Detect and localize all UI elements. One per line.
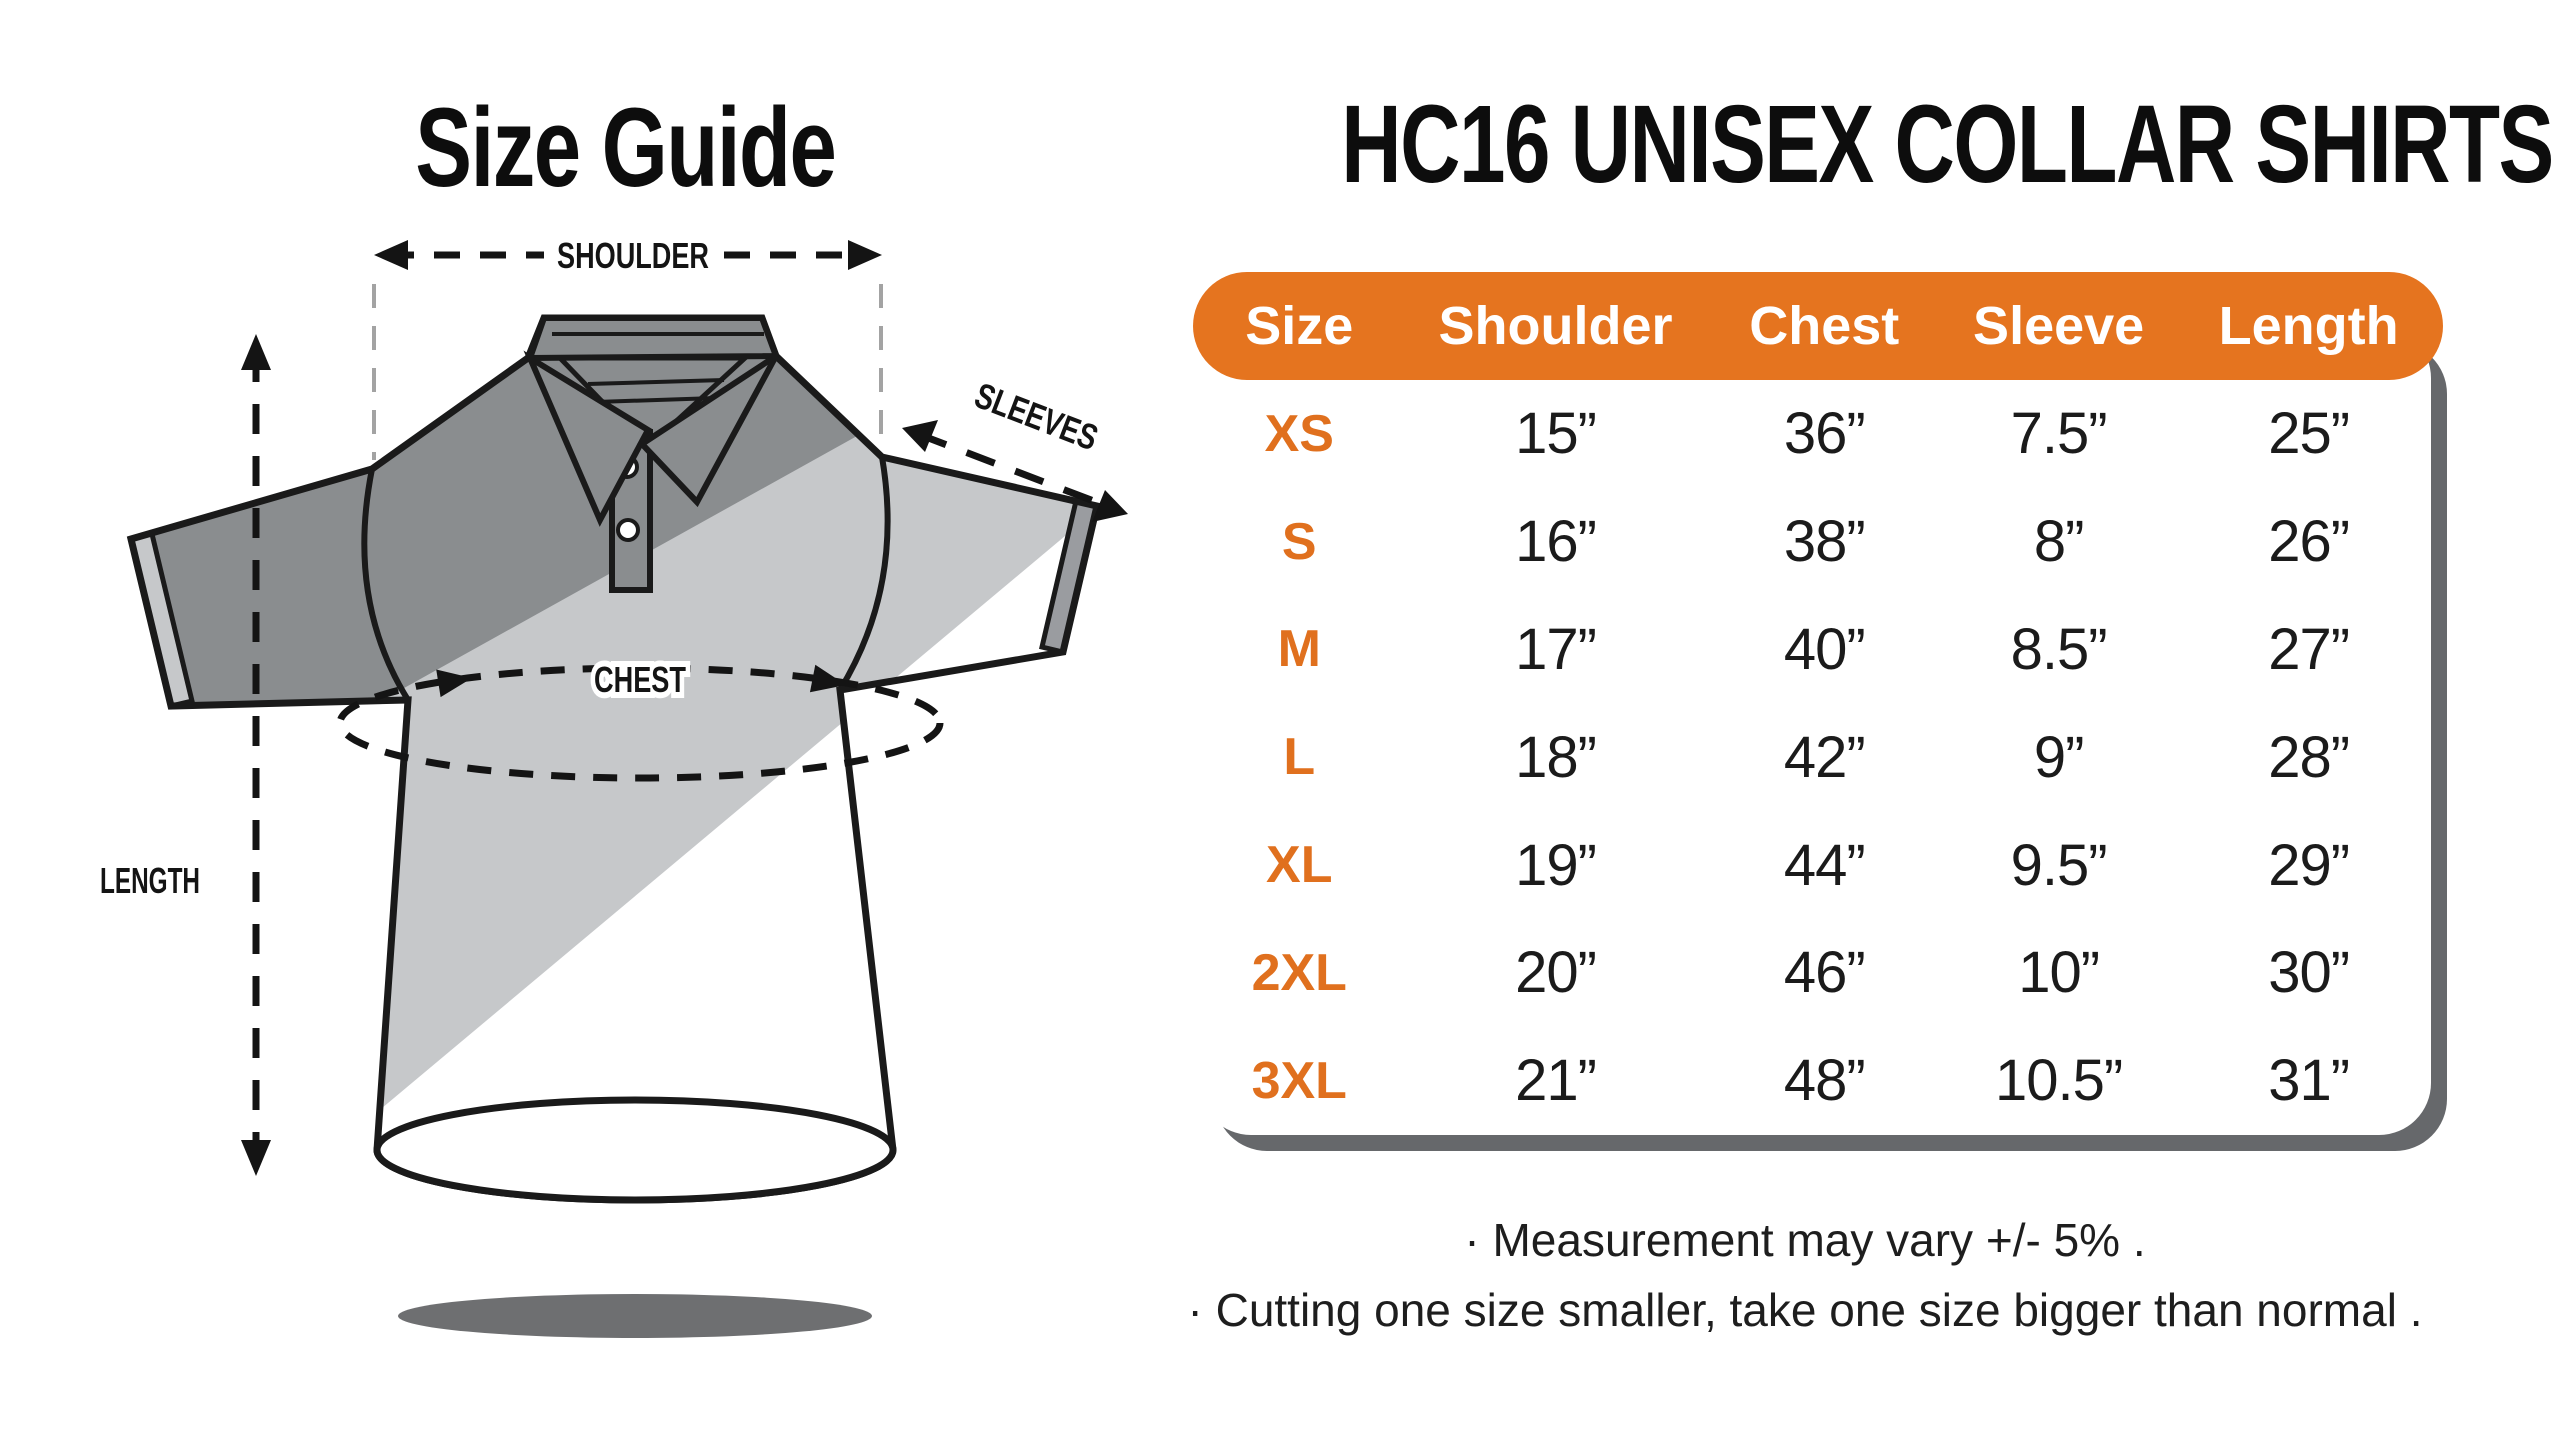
size-guide-title-text: Size Guide (415, 85, 836, 210)
chest-ellipse: CHEST (336, 653, 944, 782)
table-row: 2XL 20” 46” 10” 30” (1193, 919, 2443, 1027)
ground-shadow (398, 1294, 872, 1338)
chest-value: 36” (1783, 401, 1866, 467)
button (616, 518, 640, 542)
shoulder-value: 18” (1515, 724, 1597, 790)
sleeve-value: 9.5” (2010, 832, 2108, 898)
arrowhead-up-icon (241, 334, 271, 370)
size-table-header: Size Shoulder Chest Sleeve Length (1193, 272, 2443, 380)
sleeve-value: 8” (2033, 509, 2085, 575)
column-header-size: Size (1245, 296, 1354, 356)
sleeve-value: 10.5” (1995, 1048, 2123, 1114)
sleeve-value: 7.5” (2010, 401, 2108, 467)
collar (523, 315, 781, 593)
collar-band (525, 315, 781, 362)
length-value: 26” (2268, 509, 2350, 575)
chest-value: 40” (1783, 616, 1866, 682)
length-value: 29” (2268, 832, 2350, 898)
right-armhole-seam (837, 456, 891, 692)
table-row: XS 15” 36” 7.5” 25” (1193, 380, 2443, 488)
chest-value: 42” (1783, 724, 1866, 790)
left-armhole-seam (361, 468, 411, 702)
size-label: S (1281, 512, 1317, 571)
size-table: Size Shoulder Chest Sleeve Length XS 15”… (1193, 272, 2443, 1135)
sleeve-value: 8.5” (2010, 616, 2108, 682)
size-table-card (1199, 326, 2431, 1135)
length-arrow: LENGTH (94, 334, 271, 1176)
sleeve-value: 9” (2033, 724, 2085, 790)
table-row: 3XL 21” 48” 10.5” 31” (1193, 1027, 2443, 1135)
shoulder-label: SHOULDER (557, 235, 709, 276)
arrowhead-left-icon (374, 240, 408, 270)
collar-left-leaf (523, 350, 652, 527)
shoulder-value: 20” (1515, 940, 1597, 1006)
chest-value: 38” (1783, 509, 1866, 575)
size-guide-title: Size Guide (40, 92, 1210, 204)
arrowhead-downright-icon (1092, 490, 1128, 522)
measurement-notes: · Measurement may vary +/- 5% . · Cuttin… (1150, 1205, 2460, 1346)
table-row: M 17” 40” 8.5” 27” (1193, 596, 2443, 704)
sleeves-label: SLEEVES (969, 374, 1103, 458)
note-measurement-vary: · Measurement may vary +/- 5% . (1464, 1214, 2146, 1266)
collar-right-leaf (637, 353, 779, 508)
arrowhead-right-icon (436, 669, 472, 698)
size-table-rows: XS 15” 36” 7.5” 25” S 16” 38” 8” 26” M 1… (1193, 380, 2443, 1135)
chest-value: 44” (1783, 832, 1866, 898)
column-header-shoulder: Shoulder (1438, 296, 1673, 356)
size-label: XS (1264, 404, 1334, 463)
arrowhead-right-icon (809, 664, 846, 693)
size-label: 2XL (1251, 943, 1347, 1002)
shirt-shading (131, 318, 1097, 1200)
column-header-sleeve: Sleeve (1973, 296, 2145, 356)
size-label: L (1283, 728, 1316, 787)
arrowhead-upleft-icon (902, 420, 938, 452)
shoulder-value: 19” (1515, 832, 1597, 898)
column-header-length: Length (2218, 296, 2399, 356)
chest-value: 46” (1783, 940, 1866, 1006)
shoulder-value: 21” (1515, 1048, 1597, 1114)
sleeves-arrow-dash (916, 430, 1114, 512)
collar-seam-line (587, 378, 725, 386)
chart-title: HC16 UNISEX COLLAR SHIRTS (1150, 90, 2554, 200)
shoulder-value: 16” (1515, 509, 1597, 575)
hem-ellipse (373, 1096, 897, 1204)
sleeve-value: 10” (2018, 940, 2100, 1006)
shoulder-value: 17” (1515, 616, 1597, 682)
polo-shirt-illustration: SHOULDER SLEEVES CHEST LENGTH (94, 229, 1128, 1338)
chest-value: 48” (1783, 1048, 1866, 1114)
chest-label: CHEST (594, 659, 686, 700)
arrowhead-down-icon (241, 1140, 271, 1176)
size-label: M (1277, 620, 1321, 679)
shirt-light-gray-zone (131, 318, 1097, 1200)
arrowhead-right-icon (848, 240, 882, 270)
table-row: S 16” 38” 8” 26” (1193, 488, 2443, 596)
chart-title-text: HC16 UNISEX COLLAR SHIRTS (1341, 83, 2554, 206)
size-label: 3XL (1251, 1051, 1347, 1110)
column-header-chest: Chest (1749, 296, 1900, 356)
length-value: 25” (2268, 401, 2350, 467)
collar-seam-line (595, 396, 717, 404)
length-label: LENGTH (100, 860, 200, 901)
shoulder-arrow: SHOULDER (374, 229, 882, 282)
table-row: L 18” 42” 9” 28” (1193, 703, 2443, 811)
note-cutting-size: · Cutting one size smaller, take one siz… (1187, 1284, 2423, 1337)
length-value: 28” (2268, 724, 2350, 790)
chest-ellipse-dash (336, 664, 944, 782)
size-label: XL (1266, 836, 1333, 895)
length-value: 27” (2268, 616, 2350, 682)
length-value: 30” (2268, 940, 2350, 1006)
length-value: 31” (2268, 1048, 2350, 1114)
table-row: XL 19” 44” 9.5” 29” (1193, 811, 2443, 919)
shoulder-value: 15” (1515, 401, 1597, 467)
